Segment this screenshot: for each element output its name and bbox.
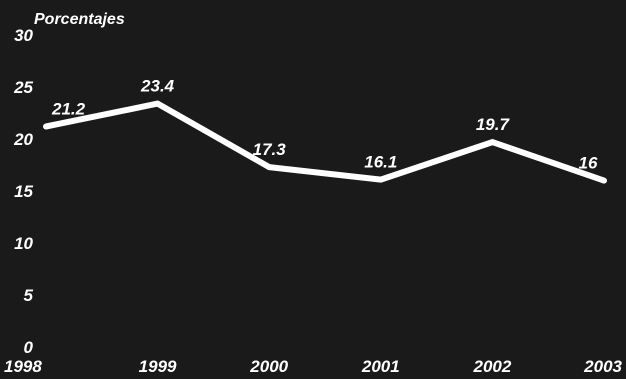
- y-tick-label: 5: [24, 286, 34, 305]
- data-point: [266, 164, 273, 171]
- data-label: 17.3: [253, 140, 287, 159]
- x-tick-label: 2003: [583, 357, 622, 376]
- x-tick-label: 2001: [361, 357, 400, 376]
- y-axis-ticks: 0 5 10 15 20 25 30: [13, 26, 33, 357]
- x-tick-label: 1999: [139, 357, 177, 376]
- x-tick-label: 2000: [249, 357, 288, 376]
- series-group: [43, 100, 607, 184]
- y-tick-label: 30: [14, 26, 33, 45]
- data-label: 16: [579, 154, 598, 173]
- x-tick-label: 2002: [472, 357, 511, 376]
- data-label: 23.4: [140, 77, 175, 96]
- data-point: [601, 177, 607, 184]
- data-point: [154, 100, 161, 107]
- data-point: [377, 176, 384, 183]
- data-point: [489, 139, 496, 146]
- x-tick-label: 1998: [4, 357, 42, 376]
- y-tick-label: 20: [13, 130, 33, 149]
- data-label: 19.7: [476, 115, 511, 134]
- y-tick-label: 15: [14, 182, 33, 201]
- x-axis-ticks: 1998 1999 2000 2001 2002 2003: [4, 357, 623, 376]
- data-label: 21.2: [51, 100, 86, 119]
- y-tick-label: 10: [14, 234, 33, 253]
- y-tick-label: 0: [24, 338, 34, 357]
- data-point: [43, 123, 49, 130]
- data-label: 16.1: [364, 153, 397, 172]
- y-axis-title: Porcentajes: [34, 11, 125, 28]
- y-tick-label: 25: [13, 78, 33, 97]
- series-line: [45, 100, 605, 184]
- data-labels: 21.2 23.4 17.3 16.1 19.7 16: [51, 77, 598, 173]
